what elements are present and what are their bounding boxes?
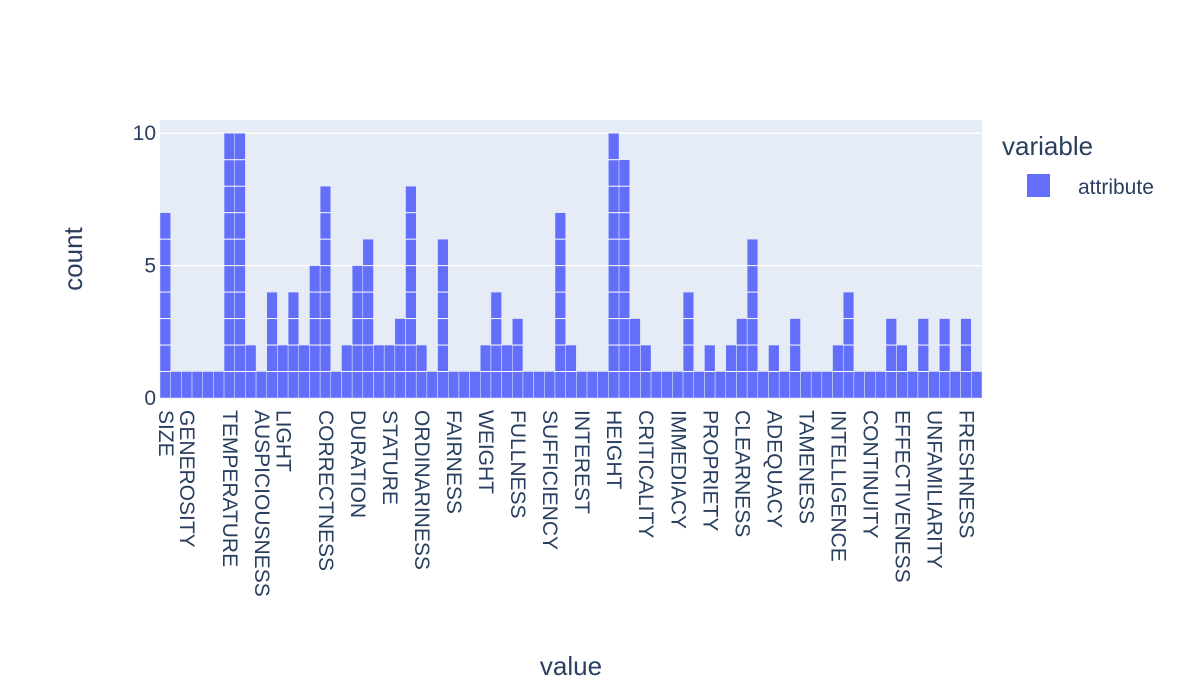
bar[interactable]: [650, 371, 662, 399]
bar[interactable]: [885, 318, 897, 399]
bar[interactable]: [191, 371, 203, 399]
bar[interactable]: [522, 371, 534, 399]
bar[interactable]: [351, 265, 364, 399]
x-tick-label: FULLNESS: [506, 410, 529, 519]
bar[interactable]: [714, 371, 727, 399]
bar[interactable]: [597, 371, 609, 399]
legend: variable attribute: [1002, 131, 1154, 199]
bar[interactable]: [853, 371, 865, 399]
grid-lines: [160, 132, 982, 267]
bar[interactable]: [159, 212, 171, 399]
bar[interactable]: [917, 318, 929, 399]
x-tick-label: CLEARNESS: [730, 410, 753, 537]
bar[interactable]: [394, 318, 406, 399]
x-tick-label: GENEROSITY: [175, 410, 198, 548]
bar[interactable]: [960, 318, 972, 399]
bar[interactable]: [949, 371, 961, 399]
x-tick-label: INTELLIGENCE: [826, 410, 849, 562]
x-tick-label: CRITICALITY: [634, 410, 657, 538]
x-tick-label: STATURE: [378, 410, 401, 505]
y-axis-title: count: [58, 226, 88, 290]
bar[interactable]: [458, 371, 470, 399]
bar[interactable]: [469, 371, 481, 399]
x-tick-label: EFFECTIVENESS: [890, 410, 913, 583]
x-tick-label: LIGHT: [271, 410, 294, 472]
x-axis-title: value: [540, 651, 602, 681]
y-tick-label: 10: [133, 122, 156, 145]
bar[interactable]: [789, 318, 801, 399]
legend-swatch[interactable]: [1027, 174, 1050, 197]
bar[interactable]: [693, 371, 705, 399]
x-tick-label: TAMENESS: [794, 410, 817, 524]
bar[interactable]: [661, 371, 673, 399]
bar[interactable]: [971, 371, 983, 399]
y-tick-label: 5: [144, 255, 156, 278]
x-tick-label: ADEQUACY: [762, 410, 785, 528]
bar[interactable]: [757, 371, 769, 399]
legend-label-attribute[interactable]: attribute: [1078, 176, 1154, 199]
x-tick-label: PROPRIETY: [698, 410, 721, 531]
bar[interactable]: [864, 371, 876, 399]
bar[interactable]: [821, 371, 833, 399]
x-tick-label: AUSPICIOUSNESS: [250, 410, 273, 597]
x-tick-label: HEIGHT: [602, 410, 625, 490]
x-tick-label: DURATION: [346, 410, 369, 518]
bar[interactable]: [426, 371, 438, 399]
bar[interactable]: [447, 371, 460, 399]
x-tick-label: FAIRNESS: [442, 410, 465, 514]
bar[interactable]: [586, 371, 598, 399]
bar[interactable]: [928, 371, 940, 399]
bar[interactable]: [778, 371, 791, 399]
x-tick-label: SIZE: [154, 410, 177, 457]
bar[interactable]: [202, 371, 214, 399]
bar[interactable]: [629, 318, 641, 399]
bar[interactable]: [309, 265, 321, 399]
bar[interactable]: [533, 371, 545, 399]
legend-title: variable: [1002, 131, 1093, 161]
x-tick-label: IMMEDIACY: [666, 410, 689, 529]
bar[interactable]: [907, 371, 919, 399]
bars: [159, 132, 983, 399]
bar[interactable]: [181, 371, 193, 399]
bar[interactable]: [554, 212, 566, 399]
x-tick-label: CORRECTNESS: [314, 410, 337, 571]
bar[interactable]: [544, 371, 556, 399]
y-axis-ticks: 0 5 10: [133, 122, 156, 410]
x-tick-label: TEMPERATURE: [218, 410, 241, 567]
bar[interactable]: [213, 371, 225, 399]
y-tick-label: 0: [144, 387, 156, 410]
bar[interactable]: [874, 371, 887, 399]
bar[interactable]: [512, 318, 524, 399]
bar[interactable]: [810, 371, 823, 399]
x-tick-label: UNFAMILIARITY: [922, 410, 945, 569]
bar[interactable]: [576, 371, 588, 399]
x-tick-label: INTEREST: [570, 410, 593, 514]
x-tick-label: CONTINUITY: [858, 410, 881, 538]
bar[interactable]: [672, 371, 684, 399]
bar[interactable]: [255, 371, 268, 399]
bar[interactable]: [618, 159, 630, 399]
x-tick-label: WEIGHT: [474, 410, 497, 494]
x-tick-label: SUFFICIENCY: [538, 410, 561, 550]
x-tick-label: FRESHNESS: [954, 410, 977, 538]
x-tick-label: ORDINARINESS: [410, 410, 433, 570]
bar[interactable]: [736, 318, 748, 399]
bar[interactable]: [939, 318, 951, 399]
bar[interactable]: [170, 371, 182, 399]
bar[interactable]: [800, 371, 812, 399]
bar[interactable]: [330, 371, 342, 399]
